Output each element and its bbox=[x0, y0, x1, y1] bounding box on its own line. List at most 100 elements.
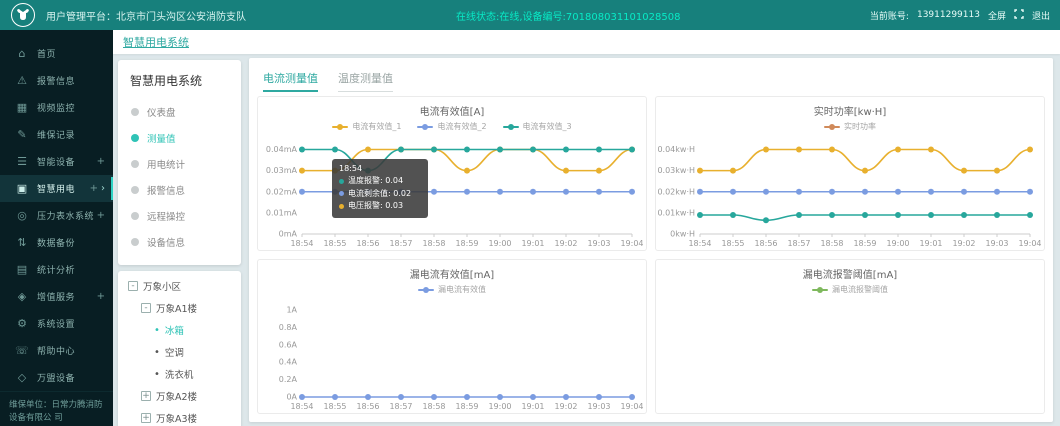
sidebar-item-label: 首页 bbox=[37, 50, 57, 60]
svg-text:18:59: 18:59 bbox=[455, 402, 478, 411]
sidebar-item-video[interactable]: ▦ 视频监控 bbox=[0, 94, 113, 121]
tree-node-label: 万象A1楼 bbox=[156, 304, 198, 315]
svg-text:19:02: 19:02 bbox=[554, 239, 577, 248]
svg-text:0.8A: 0.8A bbox=[279, 323, 298, 332]
svg-text:0.02kw·H: 0.02kw·H bbox=[657, 187, 695, 196]
chart-plot-area[interactable]: 0kw·H 0.01kw·H 0.02kw·H 0.03kw·H 0.04kw·H 18:… bbox=[656, 132, 1044, 250]
tree-node[interactable]: + 万象A2楼 bbox=[118, 385, 241, 407]
tree-node[interactable]: - 万象小区 bbox=[118, 275, 241, 297]
expand-plus-icon[interactable]: + bbox=[96, 210, 105, 221]
legend-label: 电流有效值_3 bbox=[522, 122, 572, 131]
svg-text:18:57: 18:57 bbox=[787, 239, 810, 248]
tree-expander-icon[interactable]: - bbox=[128, 281, 138, 291]
tree-leaf-bullet-icon: • bbox=[154, 368, 160, 380]
sidebar-item-label: 数据备份 bbox=[37, 239, 76, 249]
chart-grid: 电流有效值[A] 电流有效值_1 电流有效值_2 电流有效值_3 0mA 0.01mA 0.… bbox=[249, 92, 1053, 422]
legend-item[interactable]: 电流有效值_3 bbox=[502, 121, 572, 132]
submenu-item[interactable]: 用电统计 bbox=[118, 151, 241, 177]
submenu-item-label: 测量值 bbox=[147, 134, 176, 145]
legend-item[interactable]: 电流有效值_1 bbox=[332, 121, 401, 132]
expand-plus-icon[interactable]: + bbox=[96, 156, 105, 167]
sidebar-item-device[interactable]: ☰ 智能设备 + bbox=[0, 148, 113, 175]
chart-title: 实时功率[kw·H] bbox=[813, 107, 887, 118]
tree-expander-icon[interactable]: + bbox=[141, 391, 151, 401]
tree-leaf-bullet-icon: • bbox=[154, 324, 160, 336]
tree-node-label: 万象A3楼 bbox=[156, 414, 198, 425]
breadcrumb[interactable]: 智慧用电系统 bbox=[123, 36, 189, 49]
sidebar-item-label: 系统设置 bbox=[37, 320, 76, 330]
expand-plus-icon[interactable]: + bbox=[96, 291, 105, 302]
svg-text:18:58: 18:58 bbox=[820, 239, 843, 248]
svg-text:19:00: 19:00 bbox=[488, 402, 511, 411]
tree-node[interactable]: • 洗衣机 bbox=[118, 363, 241, 385]
expand-plus-icon[interactable]: + bbox=[89, 183, 98, 194]
svg-text:19:03: 19:03 bbox=[587, 402, 610, 411]
brand-logo-icon[interactable] bbox=[11, 3, 35, 27]
submenu-item[interactable]: 报警信息 bbox=[118, 177, 241, 203]
svg-text:18:57: 18:57 bbox=[389, 402, 412, 411]
chart-plot-area[interactable]: 0A 0.2A 0.4A 0.6A 0.8A 1A 18:54 18:55 18:56 18:57… bbox=[258, 295, 646, 413]
legend-item[interactable]: 漏电流报警阈值 bbox=[812, 284, 888, 295]
sidebar-item-power[interactable]: ▣ 智慧用电 + › bbox=[0, 175, 113, 202]
sidebar-item-vendor[interactable]: ◇ 万盟设备 bbox=[0, 364, 113, 391]
svg-text:18:59: 18:59 bbox=[853, 239, 876, 248]
sidebar-item-backup[interactable]: ⇅ 数据备份 bbox=[0, 229, 113, 256]
legend-item[interactable]: 电流有效值_2 bbox=[417, 121, 487, 132]
submenu-item[interactable]: 远程操控 bbox=[118, 203, 241, 229]
tree-node[interactable]: + 万象A3楼 bbox=[118, 407, 241, 426]
fullscreen-button[interactable]: 全屏 bbox=[987, 11, 1006, 22]
submenu-item-label: 设备信息 bbox=[147, 238, 186, 249]
fullscreen-icon[interactable] bbox=[1014, 8, 1024, 22]
tab-temperature[interactable]: 温度测量值 bbox=[338, 70, 393, 92]
chart-svg: 0kw·H 0.01kw·H 0.02kw·H 0.03kw·H 0.04kw·H 18:… bbox=[657, 145, 1041, 248]
svg-text:18:59: 18:59 bbox=[455, 239, 478, 248]
radio-dot-icon bbox=[131, 212, 139, 220]
service-icon: ◈ bbox=[17, 290, 27, 303]
sidebar-item-water[interactable]: ◎ 压力表水系统 + bbox=[0, 202, 113, 229]
chart-legend: 实时功率 bbox=[656, 121, 1044, 132]
tree-expander-icon[interactable]: + bbox=[141, 413, 151, 423]
sidebar-item-record[interactable]: ✎ 维保记录 bbox=[0, 121, 113, 148]
svg-text:19:02: 19:02 bbox=[952, 239, 975, 248]
sidebar-item-home[interactable]: ⌂ 首页 bbox=[0, 40, 113, 67]
sidebar-item-alarm[interactable]: ⚠ 报警信息 bbox=[0, 67, 113, 94]
svg-text:19:01: 19:01 bbox=[919, 239, 942, 248]
chart-plot-area[interactable] bbox=[656, 295, 1044, 413]
sidebar-item-label: 视频监控 bbox=[37, 104, 76, 114]
maintenance-unit-footer: 维保单位：日常力腾消防设备有限公 司 bbox=[0, 391, 113, 426]
svg-text:0kw·H: 0kw·H bbox=[670, 230, 695, 239]
tree-node[interactable]: • 空调 bbox=[118, 341, 241, 363]
logout-button[interactable]: 退出 bbox=[1031, 11, 1050, 22]
chart-plot-area[interactable]: 0mA 0.01mA 0.02mA 0.03mA 0.04mA 18:54 18:55 18:… bbox=[258, 132, 646, 250]
tree-node[interactable]: • 冰箱 bbox=[118, 319, 241, 341]
sidebar-item-help[interactable]: ☏ 帮助中心 bbox=[0, 337, 113, 364]
device-status-text: 在线状态:在线,设备编号:701808031101028508 bbox=[456, 11, 681, 23]
svg-text:19:03: 19:03 bbox=[985, 239, 1008, 248]
tree-node-label: 空调 bbox=[164, 348, 184, 359]
legend-label: 漏电流有效值 bbox=[438, 285, 486, 294]
chart-card-3: 漏电流报警阈值[mA] 漏电流报警阈值 bbox=[655, 259, 1045, 414]
legend-item[interactable]: 漏电流有效值 bbox=[418, 284, 486, 295]
power-icon: ▣ bbox=[16, 182, 28, 195]
sidebar-item-stats[interactable]: ▤ 统计分析 bbox=[0, 256, 113, 283]
legend-item[interactable]: 实时功率 bbox=[824, 121, 876, 132]
svg-text:18:57: 18:57 bbox=[389, 239, 412, 248]
tree-expander-icon[interactable]: - bbox=[141, 303, 151, 313]
sidebar-item-service[interactable]: ◈ 增值服务 + bbox=[0, 283, 113, 310]
tree-node-label: 冰箱 bbox=[164, 326, 184, 337]
sidebar-item-settings[interactable]: ⚙ 系统设置 bbox=[0, 310, 113, 337]
submenu-item[interactable]: 仪表盘 bbox=[118, 99, 241, 125]
tab-current[interactable]: 电流测量值 bbox=[263, 70, 318, 92]
subsystem-menu-card: 智慧用电系统 仪表盘 测量值 用电统计 报警信息 远程操控 设备信息 bbox=[118, 60, 241, 265]
svg-text:19:04: 19:04 bbox=[1018, 239, 1041, 248]
chart-svg bbox=[656, 295, 1044, 413]
submenu-item[interactable]: 设备信息 bbox=[118, 229, 241, 255]
submenu-item[interactable]: 测量值 bbox=[118, 125, 241, 151]
sidebar-item-label: 智能设备 bbox=[37, 158, 76, 168]
subpanel: 智慧用电系统 仪表盘 测量值 用电统计 报警信息 远程操控 设备信息 - 万象小区 - 万象A1… bbox=[113, 54, 245, 426]
account-number: 13911299113 bbox=[916, 10, 980, 20]
svg-text:19:00: 19:00 bbox=[488, 239, 511, 248]
tree-node[interactable]: - 万象A1楼 bbox=[118, 297, 241, 319]
radio-dot-icon bbox=[131, 160, 139, 168]
